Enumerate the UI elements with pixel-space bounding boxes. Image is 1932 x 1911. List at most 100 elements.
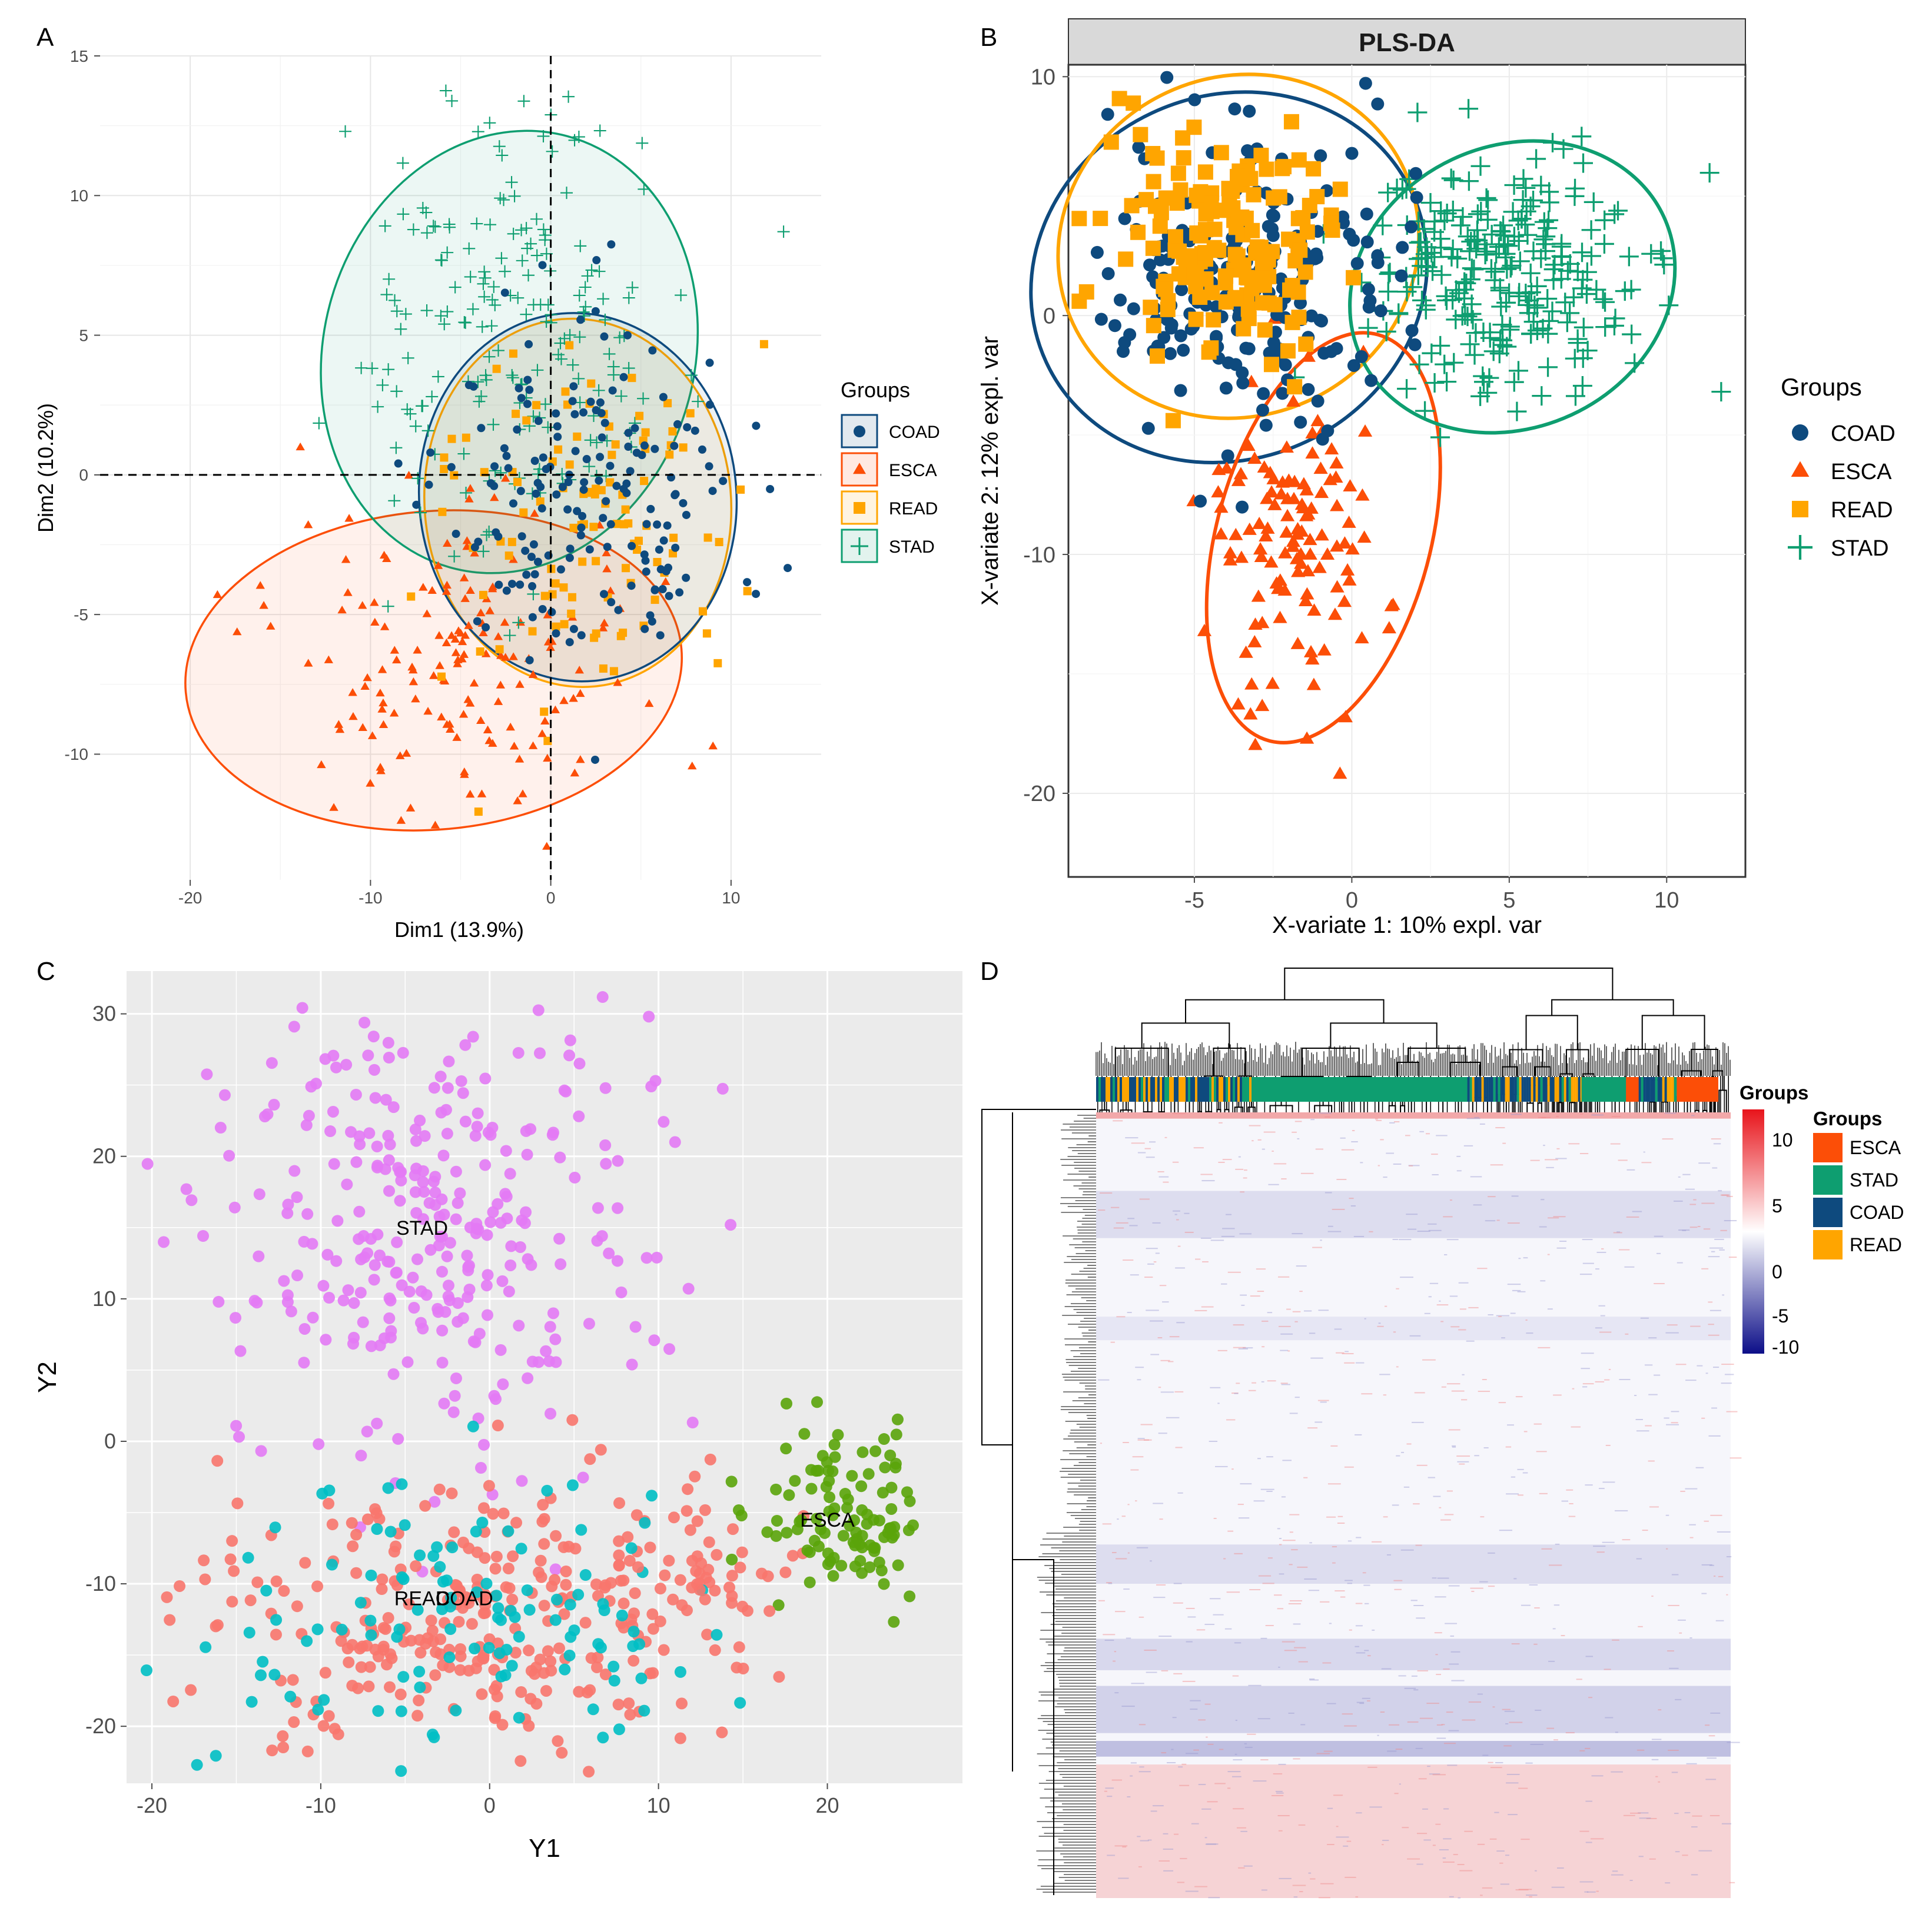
heatmap-cell-streak <box>1152 1805 1164 1807</box>
point-tsne_salmon <box>659 1569 671 1581</box>
heatmap-cell-streak <box>1561 1635 1565 1637</box>
point-tsne_salmon <box>723 1581 735 1594</box>
point-stad <box>1539 311 1559 331</box>
point-tsne_salmon <box>569 1543 582 1555</box>
point-stad <box>1621 280 1641 300</box>
heatmap-cell-streak <box>1689 1524 1696 1526</box>
heatmap-cell-streak <box>1441 1724 1445 1726</box>
point-tsne_purple <box>331 1215 344 1227</box>
point-tsne_salmon <box>174 1580 186 1592</box>
heatmap-cell-streak <box>1579 1113 1584 1115</box>
point-tsne_purple <box>387 1101 400 1114</box>
heatmap-cell-streak <box>1171 1749 1174 1750</box>
point-stad <box>1521 197 1541 217</box>
point-coad <box>412 500 421 509</box>
point-esca <box>457 654 467 663</box>
point-read <box>438 507 447 516</box>
point-tsne_purple <box>391 1236 403 1248</box>
point-tsne_salmon <box>654 1583 666 1595</box>
point-esca <box>1243 707 1258 720</box>
heatmap-cell-streak <box>1345 1876 1356 1878</box>
point-stad <box>1497 259 1517 279</box>
heatmap-cell-streak <box>1446 1490 1453 1492</box>
point-stad <box>777 225 790 238</box>
annotation-cell <box>1117 1077 1120 1102</box>
heatmap-cell-streak <box>1396 1288 1399 1289</box>
heatmap-cell-streak <box>1236 1827 1246 1829</box>
point-esca <box>1340 563 1355 576</box>
heatmap-cell-streak <box>1675 1364 1687 1365</box>
point-tsne_purple <box>323 1291 336 1304</box>
point-stad <box>1378 281 1398 301</box>
heatmap-cell-streak <box>1266 1490 1273 1492</box>
point-read <box>1149 348 1165 364</box>
heatmap-cell-streak <box>1243 1177 1247 1179</box>
point-coad <box>590 755 599 764</box>
point-tsne_salmon <box>270 1575 283 1587</box>
annotation-cell <box>1136 1077 1139 1102</box>
point-stad <box>1509 231 1529 251</box>
heatmap-cell-streak <box>1582 1386 1588 1388</box>
point-coad <box>1355 350 1368 363</box>
heatmap-cell-streak <box>1413 1689 1419 1691</box>
heatmap-cell-streak <box>1173 1583 1182 1584</box>
point-stad <box>1482 224 1502 244</box>
annotation-cell <box>1571 1077 1574 1102</box>
heatmap-cell-streak <box>1308 1872 1312 1874</box>
point-esca <box>464 621 473 629</box>
point-stad <box>1412 290 1432 310</box>
point-stad <box>573 331 586 344</box>
point-tsne_salmon <box>552 1735 564 1747</box>
annotation-cell <box>1566 1077 1569 1102</box>
point-tsne_purple <box>371 1140 383 1152</box>
point-read <box>532 401 541 410</box>
point-tsne_salmon <box>335 1635 347 1647</box>
heatmap-cell-streak <box>1233 1324 1244 1326</box>
heatmap-cell-streak <box>1452 1446 1456 1448</box>
heatmap-band <box>1096 1764 1731 1898</box>
point-tsne_teal <box>564 1598 576 1611</box>
point-coad <box>640 441 649 450</box>
point-stad <box>1437 372 1457 392</box>
heatmap-cell-streak <box>1355 1434 1362 1435</box>
point-tsne_salmon <box>711 1548 723 1561</box>
point-coad <box>664 563 673 572</box>
point-stad <box>527 298 540 311</box>
point-coad <box>766 484 775 493</box>
point-read <box>565 460 574 469</box>
point-esca <box>382 554 391 562</box>
dendrogram-branch <box>1691 1049 1718 1071</box>
heatmap-cell-streak <box>1477 1693 1483 1695</box>
heatmap-cell-streak <box>1488 1552 1495 1554</box>
heatmap-cell-streak <box>1705 1724 1710 1726</box>
heatmap-cell-streak <box>1553 1394 1562 1396</box>
heatmap-cell-streak <box>1297 1566 1308 1568</box>
panel-c-y-axis-title: Y2 <box>33 1361 62 1393</box>
point-tsne_teal <box>210 1750 222 1762</box>
heatmap-cell-streak <box>1451 1680 1465 1681</box>
point-tsne_green <box>869 1445 882 1457</box>
heatmap-cell-streak <box>1356 1537 1362 1538</box>
heatmap-cell-streak <box>1191 1823 1199 1824</box>
heatmap-cell-streak <box>1415 1747 1423 1749</box>
point-tsne_salmon <box>537 1498 549 1511</box>
heatmap-cell-streak <box>1289 1600 1303 1601</box>
point-tsne_salmon <box>376 1583 388 1595</box>
point-esca <box>1274 487 1289 500</box>
point-stad <box>399 308 412 321</box>
heatmap-cell-streak <box>1405 1135 1410 1136</box>
point-stad <box>1443 239 1463 259</box>
point-coad <box>705 358 714 367</box>
heatmap-cell-streak <box>1698 1850 1712 1852</box>
point-tsne_salmon <box>332 1728 344 1740</box>
point-esca <box>1337 594 1352 607</box>
heatmap-cell-streak <box>1204 1703 1211 1705</box>
heatmap-cell-streak <box>1568 1143 1580 1145</box>
point-coad <box>563 505 572 514</box>
point-stad <box>1498 236 1518 256</box>
heatmap-cell-streak <box>1488 1196 1496 1198</box>
point-coad <box>650 444 659 453</box>
point-coad <box>1363 294 1377 307</box>
heatmap-cell-streak <box>1434 1632 1442 1634</box>
